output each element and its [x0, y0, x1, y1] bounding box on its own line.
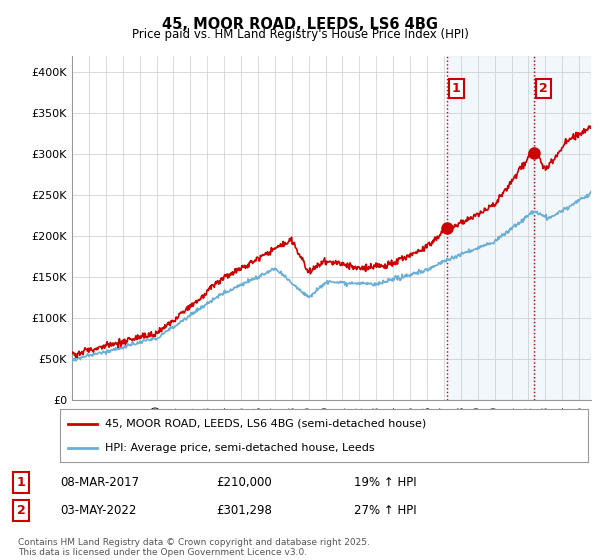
Text: 45, MOOR ROAD, LEEDS, LS6 4BG (semi-detached house): 45, MOOR ROAD, LEEDS, LS6 4BG (semi-deta…	[105, 419, 426, 429]
Text: 27% ↑ HPI: 27% ↑ HPI	[354, 504, 416, 517]
Text: 45, MOOR ROAD, LEEDS, LS6 4BG: 45, MOOR ROAD, LEEDS, LS6 4BG	[162, 17, 438, 32]
Text: 2: 2	[539, 82, 548, 95]
Text: £210,000: £210,000	[216, 476, 272, 489]
Text: £301,298: £301,298	[216, 504, 272, 517]
Text: 1: 1	[17, 476, 25, 489]
Text: Contains HM Land Registry data © Crown copyright and database right 2025.
This d: Contains HM Land Registry data © Crown c…	[18, 538, 370, 557]
Text: 19% ↑ HPI: 19% ↑ HPI	[354, 476, 416, 489]
Bar	[447, 56, 534, 400]
Bar	[534, 56, 591, 400]
Text: Price paid vs. HM Land Registry's House Price Index (HPI): Price paid vs. HM Land Registry's House …	[131, 28, 469, 41]
Text: HPI: Average price, semi-detached house, Leeds: HPI: Average price, semi-detached house,…	[105, 443, 374, 453]
Text: 2: 2	[17, 504, 25, 517]
Text: 1: 1	[452, 82, 461, 95]
Text: 08-MAR-2017: 08-MAR-2017	[60, 476, 139, 489]
Text: 03-MAY-2022: 03-MAY-2022	[60, 504, 136, 517]
